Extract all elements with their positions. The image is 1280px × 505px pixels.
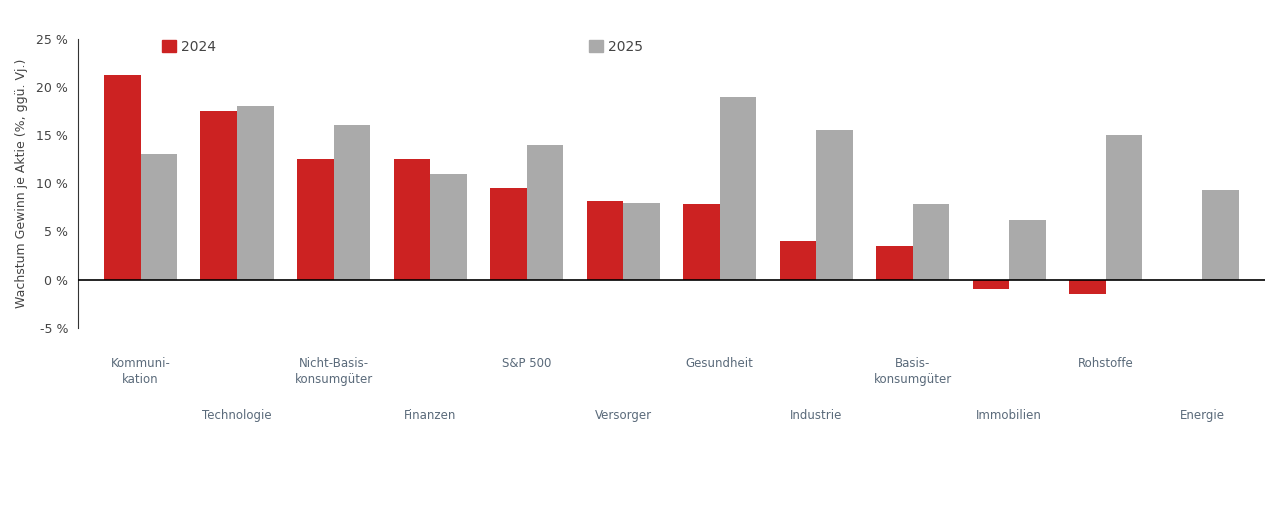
Text: Gesundheit: Gesundheit <box>686 357 754 370</box>
Text: Technologie: Technologie <box>202 409 271 422</box>
Text: Basis-
konsumgüter: Basis- konsumgüter <box>874 357 952 386</box>
Bar <box>817 130 852 280</box>
Text: Kommuni-
kation: Kommuni- kation <box>111 357 170 386</box>
Bar <box>1009 220 1046 280</box>
Bar <box>913 205 950 280</box>
Bar <box>973 280 1009 289</box>
Y-axis label: Wachstum Gewinn je Aktie (%, ggü. Vj.): Wachstum Gewinn je Aktie (%, ggü. Vj.) <box>15 59 28 308</box>
Bar <box>780 241 817 280</box>
Bar <box>526 145 563 280</box>
Bar <box>876 246 913 280</box>
Text: Immobilien: Immobilien <box>977 409 1042 422</box>
Bar <box>334 125 370 280</box>
Bar <box>586 200 623 280</box>
Text: Rohstoffe: Rohstoffe <box>1078 357 1134 370</box>
Bar <box>1106 135 1143 280</box>
Bar <box>104 75 141 280</box>
Text: Energie: Energie <box>1180 409 1225 422</box>
Text: Nicht-Basis-
konsumgüter: Nicht-Basis- konsumgüter <box>294 357 372 386</box>
Bar <box>719 96 756 280</box>
Bar <box>297 159 334 280</box>
Bar <box>430 174 467 280</box>
Text: Industrie: Industrie <box>790 409 842 422</box>
Text: Finanzen: Finanzen <box>404 409 457 422</box>
Bar <box>201 111 237 280</box>
Bar <box>1069 280 1106 294</box>
Legend: 2025: 2025 <box>584 34 649 59</box>
Bar <box>684 205 719 280</box>
Text: Versorger: Versorger <box>595 409 652 422</box>
Bar <box>623 203 660 280</box>
Bar <box>490 188 526 280</box>
Text: S&P 500: S&P 500 <box>502 357 552 370</box>
Bar <box>237 106 274 280</box>
Bar <box>393 159 430 280</box>
Bar <box>141 155 178 280</box>
Bar <box>1202 190 1239 280</box>
